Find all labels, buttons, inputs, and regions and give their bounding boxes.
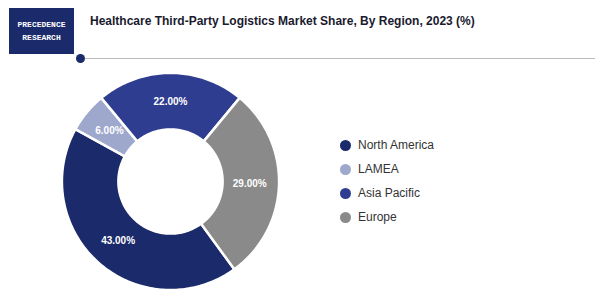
svg-text:29.00%: 29.00% — [233, 178, 267, 189]
svg-text:22.00%: 22.00% — [154, 96, 188, 107]
svg-text:6.00%: 6.00% — [95, 125, 123, 136]
html-text:North America: North America — [358, 138, 434, 152]
html-text:PRECEDENCE: PRECEDENCE — [17, 20, 66, 29]
html-text:Asia Pacific: Asia Pacific — [358, 186, 420, 200]
html-text:Europe: Europe — [358, 210, 397, 224]
html-text:Healthcare Third-Party Logisti: Healthcare Third-Party Logistics Market … — [90, 14, 475, 28]
html-text:LAMEA: LAMEA — [358, 162, 399, 176]
svg-text:43.00%: 43.00% — [101, 235, 135, 246]
html-text:RESEARCH: RESEARCH — [22, 33, 61, 42]
